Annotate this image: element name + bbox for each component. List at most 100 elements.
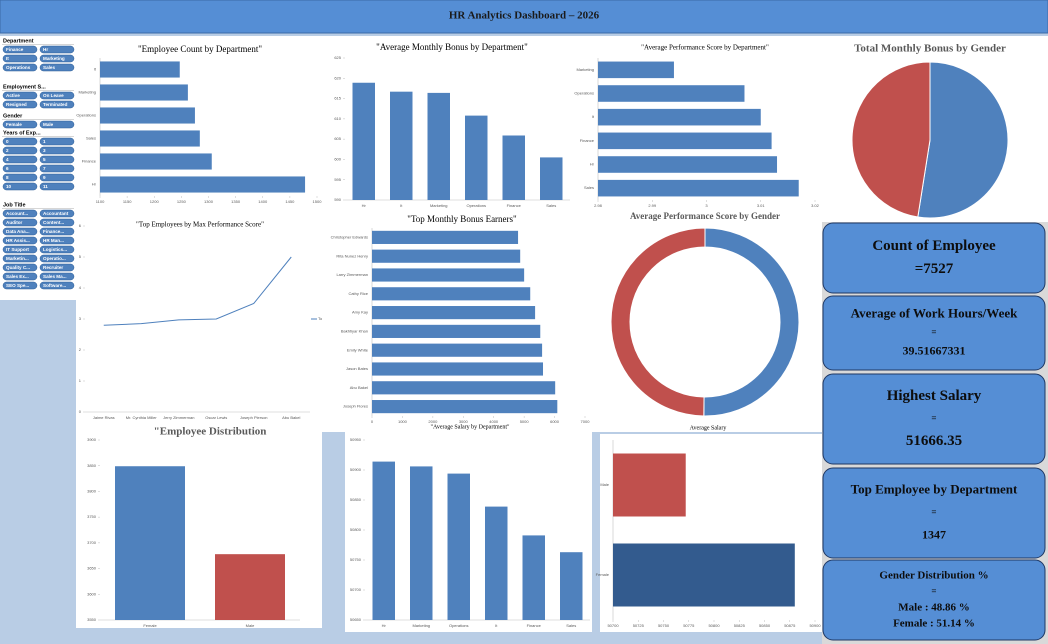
x-category-label: Hr — [382, 623, 387, 628]
slicer-item[interactable] — [2, 254, 38, 263]
bar — [598, 179, 799, 197]
slicer-item[interactable] — [2, 227, 38, 236]
slicer-item-label[interactable]: 7 — [43, 166, 46, 171]
slicer-item-label[interactable]: Terminated — [43, 102, 68, 107]
slicer-item-label[interactable]: Sales Ma... — [43, 274, 67, 279]
slicer-item[interactable] — [39, 245, 75, 254]
slicer-item-label[interactable]: 10 — [6, 184, 12, 189]
slicer-item-label[interactable]: 3 — [43, 148, 46, 153]
bar — [540, 157, 563, 200]
slicer-item[interactable] — [39, 137, 75, 146]
x-tick-label: 50750 — [658, 623, 670, 628]
slicer-item-label[interactable]: Content... — [43, 220, 64, 225]
slicer-item-label[interactable]: Active — [6, 93, 20, 98]
slicer-item[interactable] — [2, 272, 38, 281]
slicer-item-label[interactable]: Operations — [6, 65, 31, 70]
slicer-item-label[interactable]: Quality C... — [6, 265, 30, 270]
y-tick-label: 50950 — [350, 437, 362, 442]
slicer-item-label[interactable]: Logistics... — [43, 247, 67, 252]
y-tick-label: 3900 — [87, 437, 97, 442]
slicer-item[interactable] — [39, 91, 75, 100]
slicer-item-label[interactable]: Account... — [6, 211, 28, 216]
slicer-item[interactable] — [2, 182, 38, 191]
slicer-item[interactable] — [39, 281, 75, 290]
slicer-item[interactable] — [2, 120, 38, 129]
x-category-label: Sales — [546, 203, 556, 208]
slicer-item-label[interactable]: 11 — [43, 184, 48, 189]
slicer-item[interactable] — [39, 173, 75, 182]
slicer-item-label[interactable]: Marketing — [43, 56, 65, 61]
slicer-item[interactable] — [39, 209, 75, 218]
slicer-item[interactable] — [2, 45, 38, 54]
slicer-item[interactable] — [39, 218, 75, 227]
slicer-item-label[interactable]: SEO Spe... — [6, 283, 29, 288]
slicer-item[interactable] — [2, 137, 38, 146]
slicer-item-label[interactable]: Data Ana... — [6, 229, 30, 234]
slicer-item-label[interactable]: Software... — [43, 283, 66, 288]
slicer-item-label[interactable]: Auditor — [6, 220, 23, 225]
slicer-item[interactable] — [39, 146, 75, 155]
slicer-item-label[interactable]: 5 — [43, 157, 46, 162]
slicer-item-label[interactable]: 9 — [43, 175, 46, 180]
slicer-item[interactable] — [2, 54, 38, 63]
y-category-label: Sales — [584, 185, 594, 190]
slicer-item[interactable] — [39, 120, 75, 129]
slicer-item-label[interactable]: Female — [6, 122, 22, 127]
slicer-item-label[interactable]: Finance — [6, 47, 24, 52]
slicer-item[interactable] — [39, 263, 75, 272]
slicer-item[interactable] — [39, 182, 75, 191]
slicer-item[interactable] — [2, 173, 38, 182]
y-category-label: Finance — [82, 159, 97, 164]
y-category-label: It — [94, 67, 97, 72]
slicer-item[interactable] — [2, 236, 38, 245]
slicer-item[interactable] — [39, 45, 75, 54]
slicer-item-label[interactable]: Accountant — [43, 211, 69, 216]
slicer-item-label[interactable]: IT Support — [6, 247, 29, 252]
slicer-item-label[interactable]: It — [6, 56, 9, 61]
slicer-item[interactable] — [2, 146, 38, 155]
slicer-item[interactable] — [2, 164, 38, 173]
slicer-item[interactable] — [39, 236, 75, 245]
slicer-item[interactable] — [39, 227, 75, 236]
y-category-label: Sales — [86, 136, 96, 141]
slicer-item[interactable] — [2, 281, 38, 290]
slicer-item[interactable] — [2, 209, 38, 218]
slicer-item[interactable] — [39, 254, 75, 263]
slicer-item-label[interactable]: Resigned — [6, 102, 27, 107]
slicer-item[interactable] — [2, 218, 38, 227]
slicer-item-label[interactable]: Hr — [43, 47, 48, 52]
slicer-item-label[interactable]: Recruiter — [43, 265, 63, 270]
x-category-label: Operations — [449, 623, 469, 628]
y-tick-label: 3700 — [87, 540, 97, 545]
slicer-item-label[interactable]: Marketin... — [6, 256, 29, 261]
x-tick-label: 1500 — [313, 199, 323, 204]
slicer-item-label[interactable]: 2 — [6, 148, 9, 153]
slicer-item[interactable] — [2, 263, 38, 272]
slicer-item-label[interactable]: HR Man... — [43, 238, 64, 243]
slicer-item-label[interactable]: On Leave — [43, 93, 64, 98]
slicer-item-label[interactable]: Sales — [43, 65, 55, 70]
slicer-item-label[interactable]: Sales Ex... — [6, 274, 29, 279]
slicer-item-label[interactable]: Male — [43, 122, 54, 127]
slicer-item-label[interactable]: 6 — [6, 166, 9, 171]
slicer-item-label[interactable]: 0 — [6, 139, 9, 144]
slicer-item-label[interactable]: Operatio... — [43, 256, 66, 261]
slicer-item-label[interactable]: Finance... — [43, 229, 64, 234]
slicer-item[interactable] — [2, 155, 38, 164]
slicer-item[interactable] — [2, 91, 38, 100]
slicer-item[interactable] — [2, 100, 38, 109]
slicer-item[interactable] — [2, 63, 38, 72]
slicer-item[interactable] — [39, 54, 75, 63]
slicer-item-label[interactable]: 4 — [6, 157, 9, 162]
slicer-item[interactable] — [39, 272, 75, 281]
slicer-item-label[interactable]: 8 — [6, 175, 9, 180]
slicer-item[interactable] — [39, 100, 75, 109]
slicer-item-label[interactable]: HR Assis... — [6, 238, 30, 243]
slicer-item[interactable] — [39, 155, 75, 164]
chart-title: "Top Monthly Bonus Earners" — [407, 214, 517, 224]
slicer-item-label[interactable]: 1 — [43, 139, 46, 144]
chart-title: Average Salary — [690, 425, 727, 431]
slicer-item[interactable] — [39, 164, 75, 173]
slicer-item[interactable] — [2, 245, 38, 254]
slicer-item[interactable] — [39, 63, 75, 72]
